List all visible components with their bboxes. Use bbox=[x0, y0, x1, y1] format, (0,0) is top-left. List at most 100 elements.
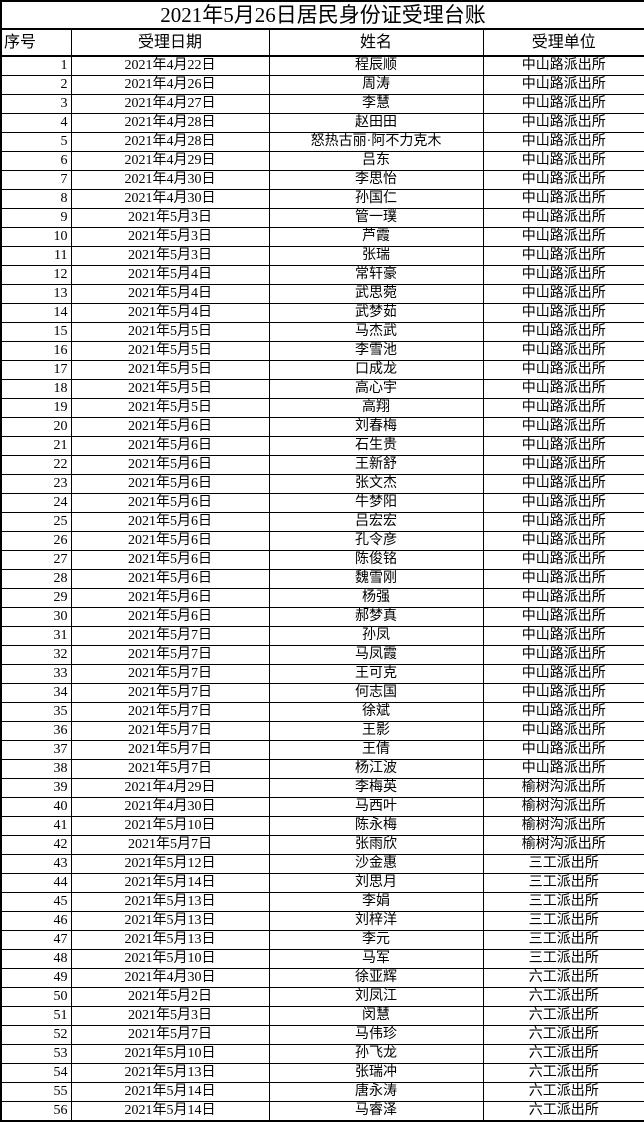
row-unit-cell: 六工派出所 bbox=[482, 968, 644, 988]
row-serial-cell: 38 bbox=[0, 759, 72, 779]
row-name-cell: 马西叶 bbox=[268, 797, 484, 817]
row-unit-cell: 三工派出所 bbox=[482, 854, 644, 874]
row-serial-cell: 25 bbox=[0, 512, 72, 532]
row-serial-cell: 21 bbox=[0, 436, 72, 456]
table-row: 37 2021年5月7日 王倩 中山路派出所 bbox=[0, 740, 644, 760]
row-date-cell: 2021年5月4日 bbox=[70, 303, 270, 323]
row-unit-cell: 中山路派出所 bbox=[482, 189, 644, 209]
row-unit-cell: 中山路派出所 bbox=[482, 208, 644, 228]
row-serial-cell: 18 bbox=[0, 379, 72, 399]
row-name-cell: 张瑞冲 bbox=[268, 1063, 484, 1083]
row-unit-cell: 中山路派出所 bbox=[482, 341, 644, 361]
table-row: 23 2021年5月6日 张文杰 中山路派出所 bbox=[0, 474, 644, 494]
row-date-cell: 2021年4月29日 bbox=[70, 778, 270, 798]
row-serial-cell: 40 bbox=[0, 797, 72, 817]
row-serial-cell: 14 bbox=[0, 303, 72, 323]
table-row: 27 2021年5月6日 陈俊铭 中山路派出所 bbox=[0, 550, 644, 570]
row-name-cell: 怒热古丽·阿不力克木 bbox=[268, 132, 484, 152]
row-unit-cell: 中山路派出所 bbox=[482, 398, 644, 418]
row-serial-cell: 51 bbox=[0, 1006, 72, 1026]
row-name-cell: 徐亚辉 bbox=[268, 968, 484, 988]
table-row: 41 2021年5月10日 陈永梅 榆树沟派出所 bbox=[0, 816, 644, 836]
row-unit-cell: 中山路派出所 bbox=[482, 379, 644, 399]
table-row: 46 2021年5月13日 刘梓洋 三工派出所 bbox=[0, 911, 644, 931]
row-name-cell: 徐斌 bbox=[268, 702, 484, 722]
row-date-cell: 2021年5月7日 bbox=[70, 702, 270, 722]
row-name-cell: 刘春梅 bbox=[268, 417, 484, 437]
row-date-cell: 2021年5月2日 bbox=[70, 987, 270, 1007]
row-date-cell: 2021年5月5日 bbox=[70, 322, 270, 342]
row-name-cell: 马伟珍 bbox=[268, 1025, 484, 1045]
row-serial-cell: 13 bbox=[0, 284, 72, 304]
row-serial-cell: 36 bbox=[0, 721, 72, 741]
row-serial-cell: 24 bbox=[0, 493, 72, 513]
row-name-cell: 孙飞龙 bbox=[268, 1044, 484, 1064]
table-row: 19 2021年5月5日 高翔 中山路派出所 bbox=[0, 398, 644, 418]
row-date-cell: 2021年5月7日 bbox=[70, 683, 270, 703]
row-date-cell: 2021年5月5日 bbox=[70, 379, 270, 399]
row-unit-cell: 中山路派出所 bbox=[482, 151, 644, 171]
row-name-cell: 李梅英 bbox=[268, 778, 484, 798]
row-unit-cell: 中山路派出所 bbox=[482, 55, 644, 76]
row-name-cell: 郝梦真 bbox=[268, 607, 484, 627]
page-title: 2021年5月26日居民身份证受理台账 bbox=[0, 0, 644, 30]
row-date-cell: 2021年5月10日 bbox=[70, 1044, 270, 1064]
row-name-cell: 孔令彦 bbox=[268, 531, 484, 551]
table-row: 14 2021年5月4日 武梦茹 中山路派出所 bbox=[0, 303, 644, 323]
row-unit-cell: 六工派出所 bbox=[482, 1025, 644, 1045]
row-name-cell: 王影 bbox=[268, 721, 484, 741]
row-date-cell: 2021年5月5日 bbox=[70, 360, 270, 380]
row-unit-cell: 六工派出所 bbox=[482, 1044, 644, 1064]
row-unit-cell: 中山路派出所 bbox=[482, 75, 644, 95]
row-date-cell: 2021年4月27日 bbox=[70, 94, 270, 114]
table-row: 28 2021年5月6日 魏雪刚 中山路派出所 bbox=[0, 569, 644, 589]
row-serial-cell: 31 bbox=[0, 626, 72, 646]
row-serial-cell: 16 bbox=[0, 341, 72, 361]
row-name-cell: 高翔 bbox=[268, 398, 484, 418]
row-serial-cell: 52 bbox=[0, 1025, 72, 1045]
table-row: 13 2021年5月4日 武思菀 中山路派出所 bbox=[0, 284, 644, 304]
row-unit-cell: 榆树沟派出所 bbox=[482, 797, 644, 817]
row-unit-cell: 中山路派出所 bbox=[482, 569, 644, 589]
row-date-cell: 2021年5月5日 bbox=[70, 341, 270, 361]
table-row: 56 2021年5月14日 马睿泽 六工派出所 bbox=[0, 1101, 644, 1122]
table-row: 36 2021年5月7日 王影 中山路派出所 bbox=[0, 721, 644, 741]
column-header-name: 姓名 bbox=[268, 28, 484, 57]
row-name-cell: 管一璞 bbox=[268, 208, 484, 228]
table-row: 9 2021年5月3日 管一璞 中山路派出所 bbox=[0, 208, 644, 228]
row-serial-cell: 19 bbox=[0, 398, 72, 418]
table-row: 45 2021年5月13日 李娟 三工派出所 bbox=[0, 892, 644, 912]
table-row: 17 2021年5月5日 口成龙 中山路派出所 bbox=[0, 360, 644, 380]
row-name-cell: 魏雪刚 bbox=[268, 569, 484, 589]
table-row: 30 2021年5月6日 郝梦真 中山路派出所 bbox=[0, 607, 644, 627]
row-name-cell: 杨强 bbox=[268, 588, 484, 608]
row-serial-cell: 12 bbox=[0, 265, 72, 285]
row-serial-cell: 23 bbox=[0, 474, 72, 494]
row-unit-cell: 中山路派出所 bbox=[482, 284, 644, 304]
row-date-cell: 2021年5月13日 bbox=[70, 892, 270, 912]
row-date-cell: 2021年4月22日 bbox=[70, 55, 270, 76]
row-serial-cell: 45 bbox=[0, 892, 72, 912]
row-date-cell: 2021年5月13日 bbox=[70, 930, 270, 950]
row-date-cell: 2021年5月3日 bbox=[70, 1006, 270, 1026]
table-row: 1 2021年4月22日 程辰顺 中山路派出所 bbox=[0, 55, 644, 76]
row-name-cell: 沙金惠 bbox=[268, 854, 484, 874]
table-row: 47 2021年5月13日 李元 三工派出所 bbox=[0, 930, 644, 950]
row-serial-cell: 46 bbox=[0, 911, 72, 931]
row-name-cell: 刘凤江 bbox=[268, 987, 484, 1007]
table-row: 38 2021年5月7日 杨江波 中山路派出所 bbox=[0, 759, 644, 779]
table-row: 11 2021年5月3日 张瑞 中山路派出所 bbox=[0, 246, 644, 266]
row-unit-cell: 中山路派出所 bbox=[482, 759, 644, 779]
column-header-unit: 受理单位 bbox=[482, 28, 644, 57]
row-name-cell: 武梦茹 bbox=[268, 303, 484, 323]
row-serial-cell: 7 bbox=[0, 170, 72, 190]
row-serial-cell: 4 bbox=[0, 113, 72, 133]
row-date-cell: 2021年5月6日 bbox=[70, 569, 270, 589]
row-unit-cell: 中山路派出所 bbox=[482, 455, 644, 475]
row-unit-cell: 中山路派出所 bbox=[482, 94, 644, 114]
row-serial-cell: 17 bbox=[0, 360, 72, 380]
row-serial-cell: 54 bbox=[0, 1063, 72, 1083]
table-row: 25 2021年5月6日 吕宏宏 中山路派出所 bbox=[0, 512, 644, 532]
row-name-cell: 石生贵 bbox=[268, 436, 484, 456]
row-unit-cell: 中山路派出所 bbox=[482, 265, 644, 285]
